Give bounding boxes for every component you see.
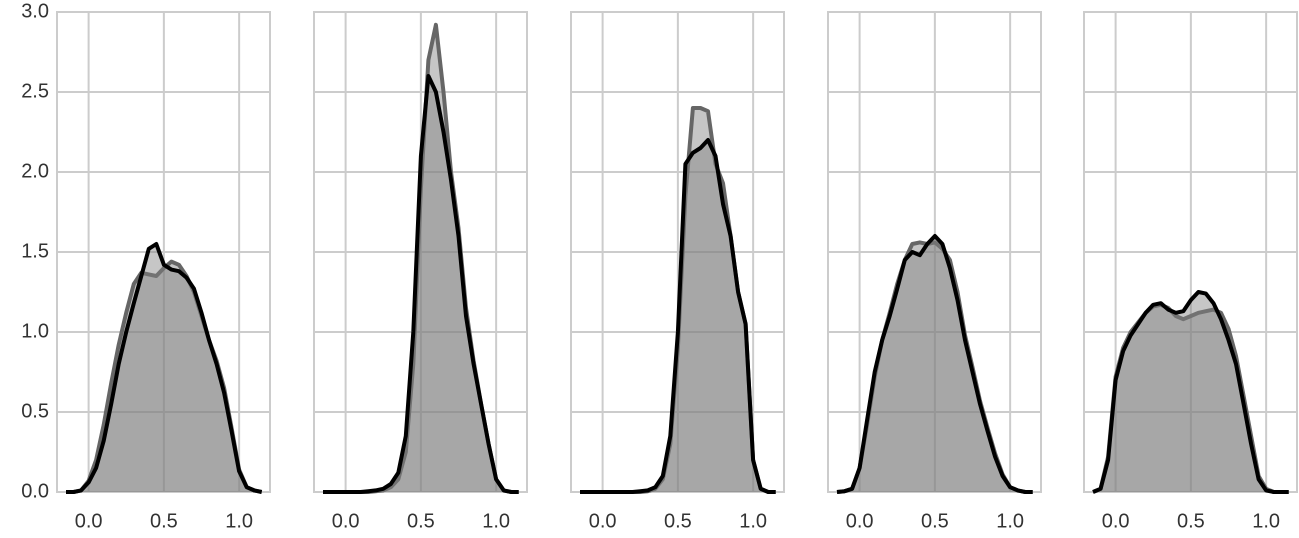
- y-tick-label: 0.0: [21, 480, 49, 502]
- plot-frame: [313, 11, 528, 493]
- x-tick-label: 1.0: [996, 510, 1024, 532]
- density-area: [66, 244, 262, 492]
- x-tick-label: 0.0: [846, 510, 874, 532]
- y-tick-label: 1.0: [21, 320, 49, 342]
- x-tick-label: 1.0: [739, 510, 767, 532]
- density-line: [323, 74, 519, 494]
- x-tick-label: 0.0: [589, 510, 617, 532]
- x-tick-label: 1.0: [1252, 510, 1280, 532]
- density-area: [580, 108, 776, 492]
- density-area: [1093, 292, 1289, 492]
- density-area: [1093, 304, 1289, 492]
- x-tick-label: 0.0: [332, 510, 360, 532]
- density-line: [580, 138, 776, 494]
- x-tick-label: 0.5: [921, 510, 949, 532]
- density-area: [837, 236, 1033, 492]
- density-line: [1092, 290, 1289, 494]
- x-tick-label: 1.0: [482, 510, 510, 532]
- x-tick-label: 0.5: [150, 510, 178, 532]
- density-line: [66, 242, 263, 494]
- y-tick-label: 1.5: [21, 240, 49, 262]
- y-tick-label: 2.0: [21, 160, 49, 182]
- x-tick-label: 0.5: [407, 510, 435, 532]
- y-tick-label: 3.0: [21, 0, 49, 22]
- x-tick-label: 0.0: [75, 510, 103, 532]
- density-area: [837, 242, 1033, 492]
- y-tick-label: 0.5: [21, 400, 49, 422]
- density-area: [323, 24, 519, 493]
- plot-frame: [570, 11, 785, 493]
- density-area: [66, 261, 262, 492]
- x-tick-label: 0.0: [1102, 510, 1130, 532]
- y-tick-label: 2.5: [21, 80, 49, 102]
- x-tick-label: 0.5: [664, 510, 692, 532]
- density-area: [323, 76, 519, 492]
- plot-frame: [1083, 11, 1298, 493]
- x-tick-label: 0.5: [1177, 510, 1205, 532]
- plot-frame: [56, 11, 271, 493]
- plot-frame: [827, 11, 1042, 493]
- x-tick-label: 1.0: [225, 510, 253, 532]
- density-line: [836, 234, 1033, 494]
